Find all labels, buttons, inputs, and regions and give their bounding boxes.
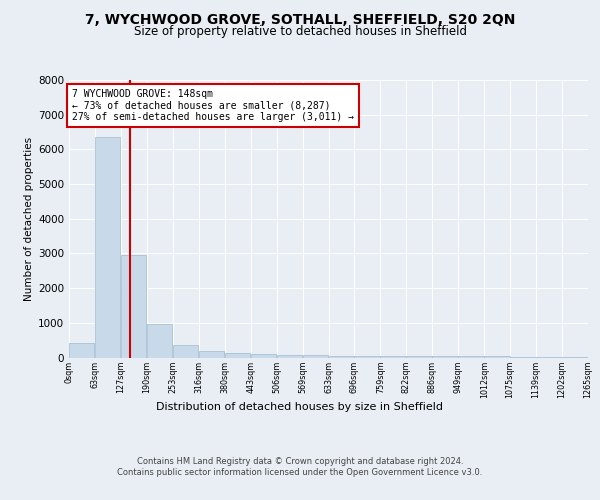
Bar bbox=[355, 356, 380, 358]
Text: 7, WYCHWOOD GROVE, SOTHALL, SHEFFIELD, S20 2QN: 7, WYCHWOOD GROVE, SOTHALL, SHEFFIELD, S… bbox=[85, 12, 515, 26]
Bar bbox=[458, 356, 484, 358]
Bar bbox=[95, 136, 121, 358]
Bar bbox=[432, 356, 458, 358]
Bar bbox=[302, 356, 328, 358]
Bar bbox=[510, 356, 536, 358]
Bar bbox=[224, 352, 250, 358]
Bar bbox=[199, 350, 224, 358]
Bar bbox=[251, 354, 276, 358]
Bar bbox=[380, 356, 406, 358]
Bar bbox=[562, 357, 587, 358]
Bar bbox=[121, 255, 146, 358]
Bar bbox=[484, 356, 509, 358]
Text: Size of property relative to detached houses in Sheffield: Size of property relative to detached ho… bbox=[133, 25, 467, 38]
Text: Contains HM Land Registry data © Crown copyright and database right 2024.
Contai: Contains HM Land Registry data © Crown c… bbox=[118, 458, 482, 477]
Text: Distribution of detached houses by size in Sheffield: Distribution of detached houses by size … bbox=[157, 402, 443, 412]
Bar bbox=[173, 344, 198, 358]
Bar bbox=[406, 356, 432, 358]
Y-axis label: Number of detached properties: Number of detached properties bbox=[24, 136, 34, 301]
Bar bbox=[69, 342, 94, 357]
Text: 7 WYCHWOOD GROVE: 148sqm
← 73% of detached houses are smaller (8,287)
27% of sem: 7 WYCHWOOD GROVE: 148sqm ← 73% of detach… bbox=[72, 88, 354, 122]
Bar bbox=[277, 355, 302, 358]
Bar bbox=[147, 324, 172, 358]
Bar bbox=[536, 357, 562, 358]
Bar bbox=[329, 356, 354, 358]
